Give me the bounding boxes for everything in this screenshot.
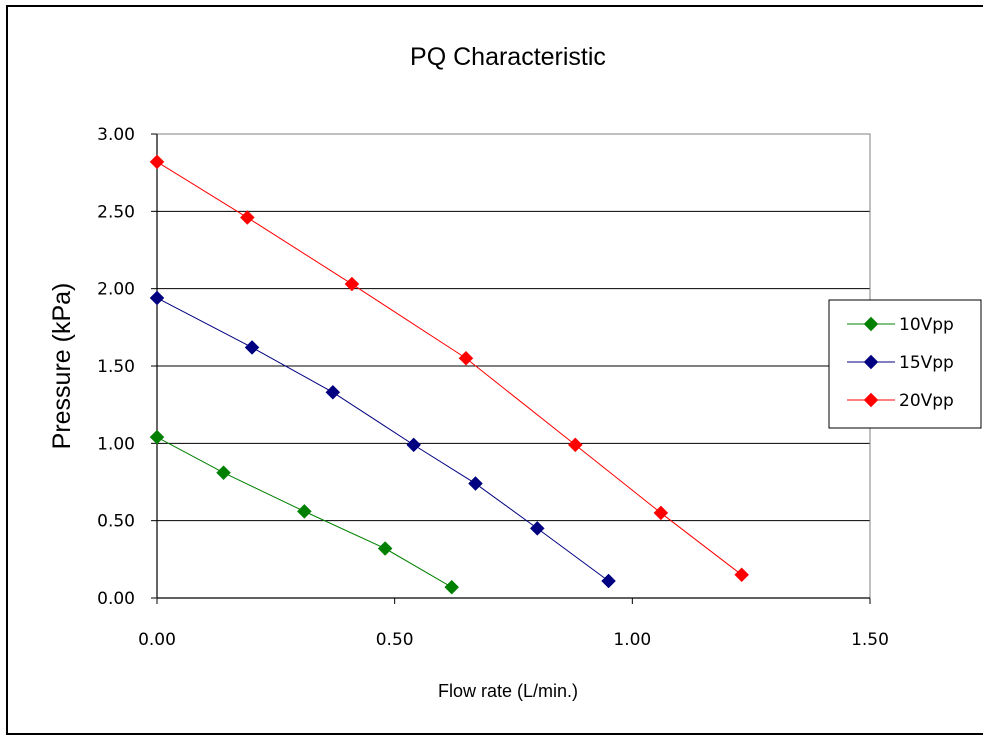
- x-tick-label: 0.50: [376, 630, 414, 650]
- data-point-20vpp: [239, 210, 255, 225]
- data-point-10vpp: [149, 429, 165, 445]
- data-point-20vpp: [653, 505, 669, 521]
- data-point-10vpp: [216, 465, 231, 481]
- legend-label-10vpp: 10Vpp: [899, 315, 954, 335]
- x-axis-label: Flow rate (L/min.): [438, 681, 578, 701]
- x-tick-label: 1.00: [613, 630, 651, 650]
- y-tick-label: 0.00: [97, 589, 135, 609]
- data-point-20vpp: [567, 437, 583, 453]
- data-point-15vpp: [529, 521, 545, 536]
- y-tick-label: 0.50: [97, 512, 135, 532]
- data-point-20vpp: [344, 276, 360, 292]
- y-tick-label: 3.00: [97, 125, 135, 145]
- chart-title: PQ Characteristic: [410, 43, 606, 71]
- data-point-15vpp: [406, 437, 422, 453]
- y-axis-label: Pressure (kPa): [48, 283, 76, 450]
- data-point-20vpp: [149, 154, 165, 170]
- data-point-10vpp: [296, 504, 312, 519]
- x-tick-label: 0.00: [138, 630, 176, 650]
- y-tick-label: 1.50: [97, 357, 135, 377]
- legend-marker-20vpp: [863, 392, 879, 408]
- x-tick-label: 1.50: [851, 630, 889, 650]
- data-point-10vpp: [444, 579, 460, 595]
- data-point-20vpp: [458, 350, 474, 366]
- data-point-15vpp: [325, 384, 341, 400]
- data-point-10vpp: [377, 541, 393, 556]
- data-point-20vpp: [734, 567, 750, 583]
- y-tick-label: 2.00: [97, 280, 135, 300]
- legend-label-20vpp: 20Vpp: [899, 391, 954, 411]
- legend-marker-15vpp: [863, 354, 879, 370]
- legend: 10Vpp 15Vpp 20Vpp: [828, 299, 982, 429]
- plot-area: 0.00 0.50 1.00 1.50 2.00 2.50 3.00 0.00 0.50 1.00…: [97, 125, 889, 650]
- y-tick-label: 2.50: [97, 202, 135, 222]
- legend-marker-10vpp: [863, 316, 879, 332]
- data-point-15vpp: [601, 573, 616, 589]
- legend-box: [828, 299, 982, 429]
- y-tick-label: 1.00: [97, 434, 135, 454]
- data-point-15vpp: [244, 340, 260, 355]
- legend-label-15vpp: 15Vpp: [899, 353, 954, 373]
- data-point-15vpp: [468, 476, 483, 491]
- data-point-15vpp: [149, 290, 165, 306]
